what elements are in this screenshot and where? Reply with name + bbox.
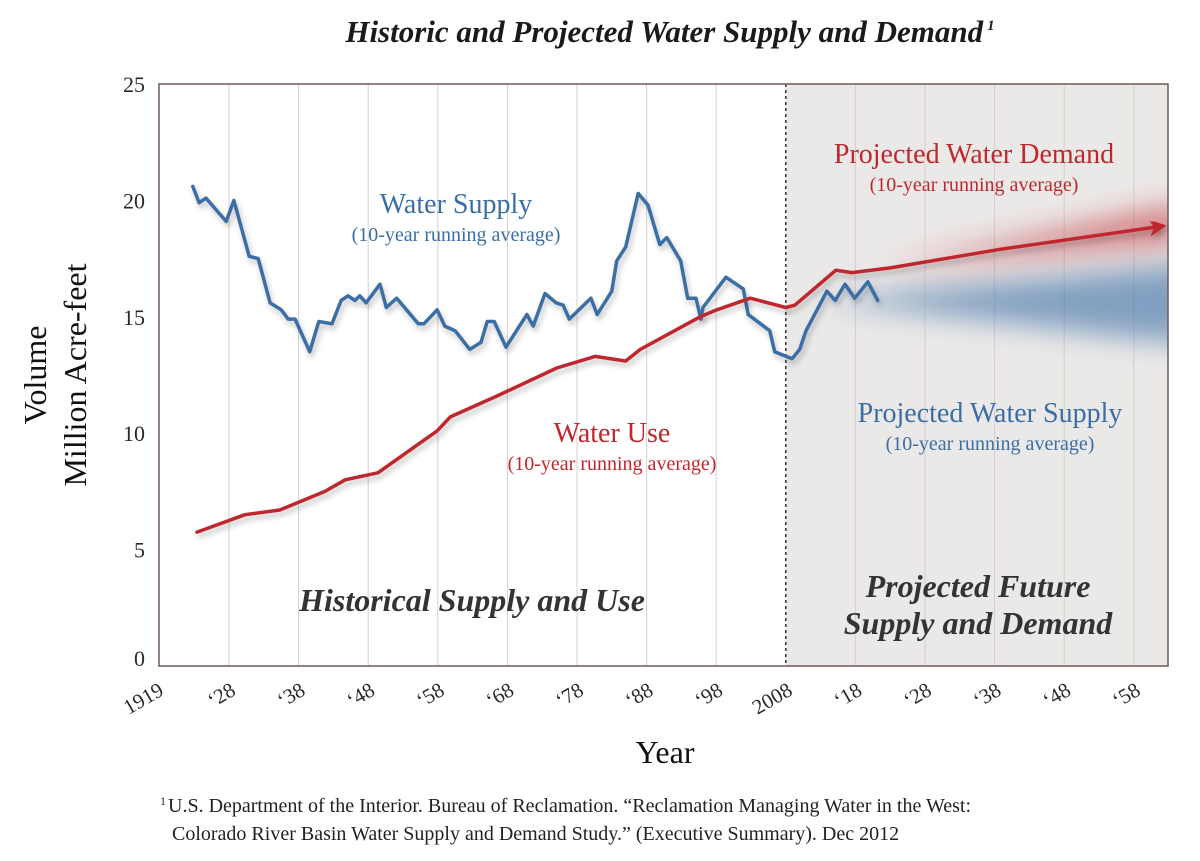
y-axis-title-line1: Volume	[17, 326, 53, 425]
projected-demand-uncertainty-glow	[883, 205, 1168, 268]
y-tick-label: 15	[123, 305, 145, 330]
x-tick-label: ‘38	[273, 678, 309, 713]
x-tick-label: ‘38	[969, 678, 1005, 713]
projected-supply-uncertainty-glow	[820, 265, 1168, 342]
x-tick-label: ‘48	[342, 678, 378, 713]
footnote-marker: 1	[160, 794, 166, 808]
y-axis-ticks: 0 5 10 15 20 25	[123, 72, 145, 671]
uncertainty-glows	[820, 205, 1168, 342]
x-tick-label: ‘68	[482, 678, 518, 713]
y-tick-label: 10	[123, 421, 145, 446]
y-axis-title-line2: Million Acre-feet	[57, 263, 93, 486]
x-tick-label: 2008	[748, 678, 796, 720]
projected-demand-line	[784, 219, 1167, 310]
label-water-supply: Water Supply	[380, 189, 533, 220]
water-supply-line	[191, 184, 880, 361]
series-lines	[191, 184, 1167, 534]
label-projected-region-line1: Projected Future	[865, 568, 1091, 604]
footnote-line1: 1 U.S. Department of the Interior. Bureau…	[160, 794, 971, 817]
y-tick-label: 0	[134, 646, 145, 671]
x-tick-label: ‘58	[412, 678, 448, 713]
label-water-supply-sub: (10-year running average)	[352, 224, 561, 246]
plot-frame	[158, 83, 1169, 667]
label-projected-region-line2: Supply and Demand	[844, 605, 1113, 641]
x-tick-label: ‘78	[551, 678, 587, 713]
label-projected-demand-sub: (10-year running average)	[870, 174, 1079, 196]
label-projected-supply: Projected Water Supply	[858, 398, 1123, 429]
label-historical-region: Historical Supply and Use	[298, 582, 645, 618]
y-tick-label: 5	[134, 538, 145, 563]
x-axis-ticks: 1919 ‘28 ‘38 ‘48 ‘58 ‘68 ‘78 ‘88 ‘98 2008 ‘18 ‘28 ‘3…	[119, 678, 1144, 720]
x-tick-label: ‘28	[899, 678, 935, 713]
chart-title: Historic and Projected Water Supply and …	[344, 14, 994, 49]
water-use-line	[195, 296, 788, 534]
y-tick-label: 25	[123, 72, 145, 97]
x-tick-label: ‘88	[621, 678, 657, 713]
x-tick-label: ‘18	[830, 678, 866, 713]
x-tick-label: 1919	[119, 678, 167, 720]
label-projected-supply-sub: (10-year running average)	[886, 433, 1095, 455]
label-water-use-sub: (10-year running average)	[508, 453, 717, 475]
title-footnote-marker: 1	[987, 18, 995, 34]
x-tick-label: ‘28	[203, 678, 239, 713]
x-tick-label: ‘98	[690, 678, 726, 713]
y-tick-label: 20	[123, 188, 145, 213]
footnote-line2: Colorado River Basin Water Supply and De…	[172, 823, 899, 845]
label-projected-demand: Projected Water Demand	[834, 139, 1114, 170]
label-water-use: Water Use	[554, 418, 671, 449]
gridlines	[228, 84, 1135, 666]
x-axis-title: Year	[636, 734, 695, 770]
x-tick-label: ‘58	[1108, 678, 1144, 713]
x-tick-label: ‘48	[1038, 678, 1074, 713]
projection-region-background	[785, 84, 1168, 666]
